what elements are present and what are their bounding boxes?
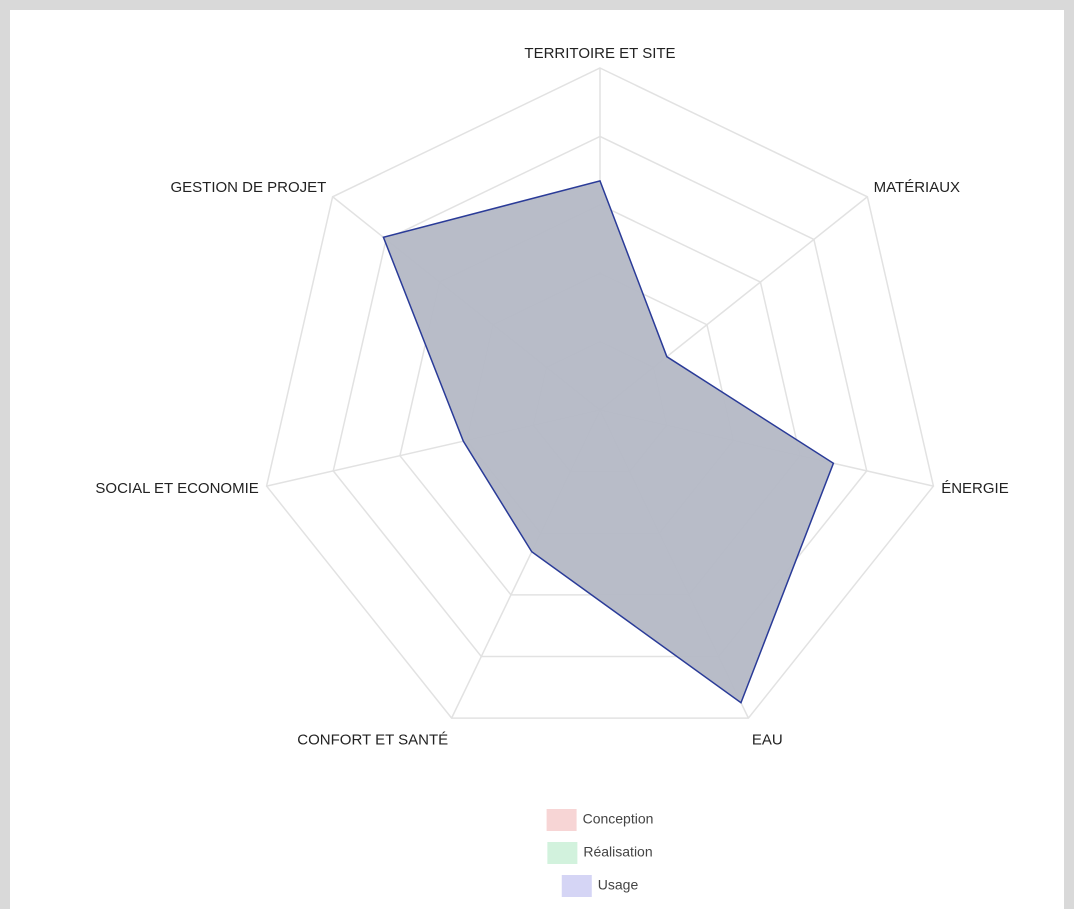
axis-label: SOCIAL ET ECONOMIE — [95, 480, 258, 497]
axis-label: CONFORT ET SANTÉ — [297, 732, 448, 749]
series-area — [382, 179, 835, 704]
legend-label: Usage — [598, 877, 639, 893]
axis-label: TERRITOIRE ET SITE — [524, 45, 675, 62]
axis-label: MATÉRIAUX — [874, 179, 960, 196]
axis-label: ÉNERGIE — [941, 480, 1009, 497]
legend-label: Réalisation — [583, 844, 652, 860]
grid-ring — [332, 135, 868, 658]
legend-swatch — [546, 809, 577, 831]
axis-label: GESTION DE PROJET — [170, 179, 326, 196]
legend-swatch — [561, 875, 592, 897]
legend-swatch — [547, 842, 578, 864]
legend-label: Conception — [583, 811, 654, 827]
grid-ring — [265, 67, 935, 719]
axis-label: EAU — [752, 732, 783, 749]
